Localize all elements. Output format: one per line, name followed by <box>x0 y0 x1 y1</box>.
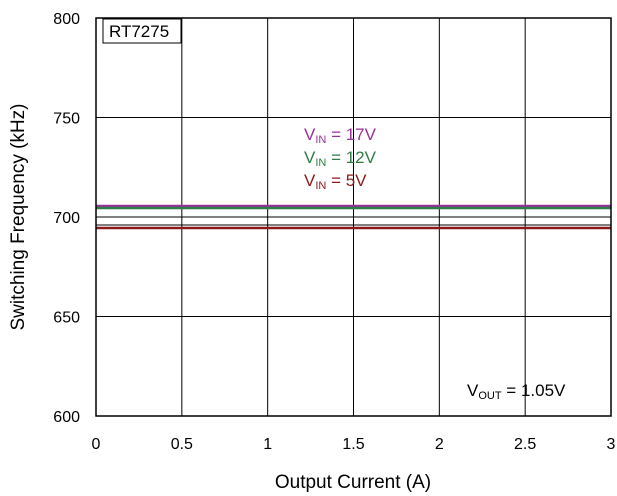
vout-value: = 1.05V <box>502 381 566 400</box>
y-tick-label: 650 <box>53 310 80 327</box>
x-tick-label: 0 <box>92 436 101 453</box>
legend-entry-main: V <box>304 125 316 144</box>
part-number-box: RT7275 <box>102 18 182 44</box>
legend-entry-value: = 5V <box>326 171 367 190</box>
y-axis-label: Switching Frequency (kHz) <box>8 103 29 330</box>
legend-entry: VIN = 5V <box>304 171 367 192</box>
legend-entry-sub: IN <box>315 134 326 146</box>
part-number-label: RT7275 <box>109 22 169 41</box>
y-tick-label: 800 <box>53 11 80 28</box>
x-tick-label: 1.5 <box>342 436 364 453</box>
legend-entry-value: = 17V <box>326 125 376 144</box>
vout-main: V <box>467 381 479 400</box>
legend-entry-sub: IN <box>315 180 326 192</box>
tick-layer: 0 0.5 1 1.5 2 2.5 3 600 650 700 750 800 <box>53 11 615 453</box>
y-tick-label: 600 <box>53 409 80 426</box>
x-tick-label: 3 <box>607 436 616 453</box>
legend-entry: VIN = 12V <box>304 148 377 169</box>
x-axis-label: Output Current (A) <box>275 472 431 493</box>
y-tick-label: 750 <box>53 111 80 128</box>
vout-annotation: VOUT = 1.05V <box>467 381 566 402</box>
legend-entry-sub: IN <box>315 157 326 169</box>
legend-entry-value: = 12V <box>326 148 376 167</box>
legend-entry: VIN = 17V <box>304 125 377 146</box>
legend-entry-main: V <box>304 171 316 190</box>
y-tick-label: 700 <box>53 210 80 227</box>
series-layer <box>96 204 611 230</box>
x-tick-label: 1 <box>263 436 272 453</box>
plot-frame <box>95 17 612 417</box>
x-tick-label: 2.5 <box>514 436 536 453</box>
x-tick-label: 2 <box>435 436 444 453</box>
vout-sub: OUT <box>478 390 502 402</box>
x-tick-label: 0.5 <box>171 436 193 453</box>
legend-entry-main: V <box>304 148 316 167</box>
